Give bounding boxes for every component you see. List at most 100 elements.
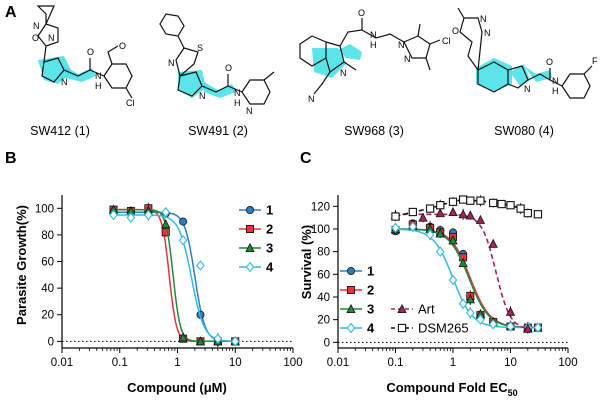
c-y-tick-label: 100 bbox=[311, 224, 330, 236]
atom-h-3: H bbox=[370, 40, 377, 50]
pyrrole-highlight-1 bbox=[38, 56, 72, 84]
indole-highlight-3 bbox=[312, 48, 346, 78]
c-series-dsm265-point bbox=[425, 204, 435, 213]
b-y-tick-label: 40 bbox=[41, 283, 54, 295]
chart-b-legend: 1 2 3 4 bbox=[239, 203, 274, 275]
c-legend-dsm265-marker bbox=[397, 323, 407, 333]
c-y-tick-label: 120 bbox=[311, 201, 330, 213]
c-series-4-point bbox=[476, 314, 485, 325]
chart-c-ylabel: Survival (%) bbox=[299, 225, 314, 299]
chart-c-xlabel-main: Compound Fold EC bbox=[386, 380, 508, 395]
c-series-art-point bbox=[465, 210, 475, 220]
b-series-4-point bbox=[178, 234, 188, 246]
atom-n-3d: N bbox=[404, 54, 411, 64]
b-y-tick-label: 0 bbox=[48, 336, 54, 348]
atom-n-1d: N bbox=[48, 33, 55, 43]
c-series-4-point bbox=[506, 321, 515, 332]
amide-highlight-1 bbox=[64, 66, 96, 82]
b-series-2-line bbox=[112, 208, 237, 343]
methyl-4 bbox=[457, 7, 465, 19]
structure-4: N O N N O N H F bbox=[452, 7, 598, 99]
b-legend-4-label: 4 bbox=[266, 260, 274, 275]
b-y-tick-label: 100 bbox=[35, 203, 54, 215]
chart-c-axes bbox=[333, 195, 569, 353]
atom-o-1b: O bbox=[87, 47, 94, 57]
c-series-4-point bbox=[448, 274, 458, 286]
c-series-4-point bbox=[465, 307, 475, 319]
structure-3: N O N H N N Cl N bbox=[299, 8, 451, 104]
chart-c-plot-area bbox=[390, 195, 543, 334]
oxadiazole-ring-4 bbox=[459, 17, 483, 72]
atom-h-4: H bbox=[552, 86, 559, 96]
b-x-tick-label: 100 bbox=[283, 357, 302, 369]
b-series-3-point bbox=[195, 336, 206, 346]
c-series-art-point bbox=[448, 206, 458, 216]
methyl-2 bbox=[263, 71, 275, 81]
chart-b-tick-labels: 0.01 0.1 1 10 100 0 20 40 60 80 100 bbox=[35, 203, 303, 369]
c-series-art-point bbox=[458, 209, 468, 219]
c-series-dsm265-point bbox=[533, 210, 543, 219]
chart-b-plot-area bbox=[108, 202, 240, 347]
c-series-3-point bbox=[458, 257, 468, 267]
c-legend-4-label: 4 bbox=[367, 321, 375, 336]
b-series-4-point bbox=[213, 333, 223, 344]
atom-cl-3: Cl bbox=[442, 36, 451, 46]
linker-3 bbox=[339, 18, 405, 71]
structure-2: N S N O N H N bbox=[159, 13, 275, 116]
indole-highlight-4 bbox=[476, 58, 512, 92]
atom-n-1b: N bbox=[33, 21, 40, 31]
atom-s-2: S bbox=[197, 43, 203, 53]
c-series-art-point bbox=[505, 306, 516, 316]
b-series-4-point bbox=[126, 212, 136, 223]
atom-n-3a: N bbox=[340, 68, 347, 78]
fluoro-bond-4 bbox=[583, 65, 593, 75]
b-series-4-point bbox=[109, 209, 118, 221]
c-series-dsm265-point bbox=[458, 195, 468, 204]
c-series-4-point bbox=[533, 322, 543, 333]
atom-h-2: H bbox=[234, 98, 241, 108]
panel-label-c: C bbox=[300, 150, 312, 167]
compound-name-4: SW080 (4) bbox=[494, 124, 554, 138]
c-series-4-point bbox=[391, 222, 400, 234]
atom-n-4c: N bbox=[480, 14, 487, 24]
c-x-tick-label: 0.01 bbox=[327, 357, 349, 369]
c-series-dsm265-point bbox=[436, 201, 445, 210]
linker-2 bbox=[201, 74, 243, 93]
atom-n-3e: N bbox=[308, 94, 315, 104]
c-series-dsm265-point bbox=[516, 204, 525, 213]
c-series-dsm265-point bbox=[476, 196, 485, 205]
chart-c: 0.01 0.1 1 10 100 0 20 40 60 80 100 120 1 2 3 4 Art DSM2… bbox=[299, 195, 578, 398]
c-series-art-point bbox=[418, 212, 428, 222]
pyrrole-highlight-2 bbox=[178, 70, 206, 98]
c-y-tick-label: 80 bbox=[317, 247, 330, 259]
c-y-tick-label: 40 bbox=[317, 292, 330, 304]
phenyl-ring-2 bbox=[159, 13, 185, 49]
c-x-tick-label: 100 bbox=[558, 357, 577, 369]
chart-c-xlabel: Compound Fold EC50 bbox=[386, 380, 517, 398]
c-series-dsm265-line bbox=[395, 198, 538, 218]
c-legend-3-marker bbox=[346, 303, 356, 313]
amide-highlight-4 bbox=[524, 66, 552, 82]
pyridine-ring-2 bbox=[241, 79, 271, 105]
c-legend-1-marker bbox=[346, 266, 355, 275]
b-legend-1-label: 1 bbox=[266, 203, 273, 218]
c-y-tick-label: 20 bbox=[317, 315, 330, 327]
c-series-dsm265-point bbox=[391, 212, 400, 221]
compound-name-2: SW491 (2) bbox=[188, 124, 248, 138]
b-series-4-point bbox=[196, 260, 205, 271]
pyrazole-ring-3 bbox=[403, 35, 431, 59]
c-series-4-point bbox=[408, 221, 418, 233]
nitrile-3 bbox=[313, 71, 331, 95]
compound-name-3: SW968 (3) bbox=[344, 124, 404, 138]
atom-n-1a: N bbox=[61, 77, 68, 87]
c-y-tick-label: 0 bbox=[324, 337, 330, 349]
cyclopropyl-1 bbox=[36, 5, 55, 25]
c-x-tick-label: 1 bbox=[450, 357, 456, 369]
atom-n-2d: N bbox=[246, 106, 253, 116]
pyrrole-highlight-4 bbox=[510, 64, 530, 86]
atom-n-2b: N bbox=[168, 58, 175, 68]
c-legend-1-label: 1 bbox=[367, 264, 374, 279]
b-legend-3-marker bbox=[245, 242, 255, 252]
pyrrole-ring-2 bbox=[177, 71, 203, 97]
